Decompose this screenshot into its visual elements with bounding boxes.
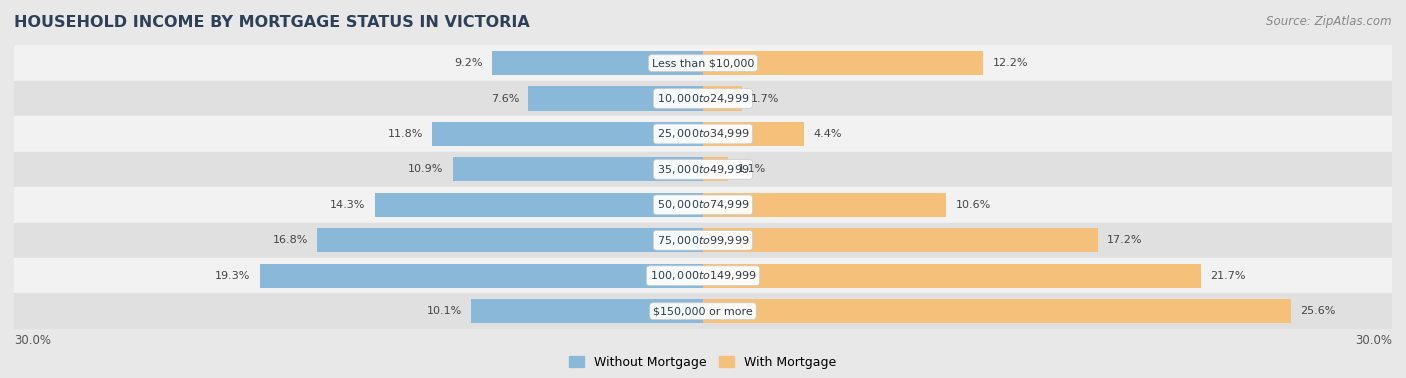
Text: $75,000 to $99,999: $75,000 to $99,999	[657, 234, 749, 247]
Bar	[703, 51, 983, 75]
Bar	[453, 157, 703, 181]
Bar	[703, 157, 728, 181]
Text: 14.3%: 14.3%	[330, 200, 366, 210]
Bar	[703, 122, 804, 146]
Text: 17.2%: 17.2%	[1107, 235, 1143, 245]
Text: 11.8%: 11.8%	[388, 129, 423, 139]
Bar	[14, 293, 1392, 329]
Bar	[14, 45, 1392, 81]
Bar	[703, 87, 742, 110]
Text: Less than $10,000: Less than $10,000	[652, 58, 754, 68]
Text: 1.1%: 1.1%	[738, 164, 766, 174]
Text: $25,000 to $34,999: $25,000 to $34,999	[657, 127, 749, 141]
Bar	[432, 122, 703, 146]
Text: 30.0%: 30.0%	[1355, 334, 1392, 347]
Bar	[14, 223, 1392, 258]
Text: Source: ZipAtlas.com: Source: ZipAtlas.com	[1267, 15, 1392, 28]
Text: 19.3%: 19.3%	[215, 271, 250, 281]
Legend: Without Mortgage, With Mortgage: Without Mortgage, With Mortgage	[564, 351, 842, 373]
Text: HOUSEHOLD INCOME BY MORTGAGE STATUS IN VICTORIA: HOUSEHOLD INCOME BY MORTGAGE STATUS IN V…	[14, 15, 530, 30]
Bar	[14, 81, 1392, 116]
Bar	[703, 193, 946, 217]
Bar	[703, 228, 1098, 253]
Bar	[529, 87, 703, 110]
Bar	[703, 299, 1291, 323]
Text: $10,000 to $24,999: $10,000 to $24,999	[657, 92, 749, 105]
Bar	[14, 116, 1392, 152]
Text: $35,000 to $49,999: $35,000 to $49,999	[657, 163, 749, 176]
Text: 10.6%: 10.6%	[956, 200, 991, 210]
Text: 21.7%: 21.7%	[1211, 271, 1246, 281]
Text: 9.2%: 9.2%	[454, 58, 482, 68]
Text: $50,000 to $74,999: $50,000 to $74,999	[657, 198, 749, 211]
Bar	[374, 193, 703, 217]
Bar	[318, 228, 703, 253]
Bar	[14, 258, 1392, 293]
Bar	[260, 264, 703, 288]
Text: 10.9%: 10.9%	[408, 164, 443, 174]
Text: 30.0%: 30.0%	[14, 334, 51, 347]
Text: 10.1%: 10.1%	[426, 306, 461, 316]
Text: $150,000 or more: $150,000 or more	[654, 306, 752, 316]
Bar	[471, 299, 703, 323]
Text: 25.6%: 25.6%	[1301, 306, 1336, 316]
Bar	[703, 264, 1201, 288]
Text: 16.8%: 16.8%	[273, 235, 308, 245]
Text: 1.7%: 1.7%	[751, 93, 779, 104]
Text: 7.6%: 7.6%	[491, 93, 519, 104]
Bar	[492, 51, 703, 75]
Bar	[14, 152, 1392, 187]
Text: $100,000 to $149,999: $100,000 to $149,999	[650, 269, 756, 282]
Text: 12.2%: 12.2%	[993, 58, 1028, 68]
Text: 4.4%: 4.4%	[813, 129, 842, 139]
Bar	[14, 187, 1392, 223]
